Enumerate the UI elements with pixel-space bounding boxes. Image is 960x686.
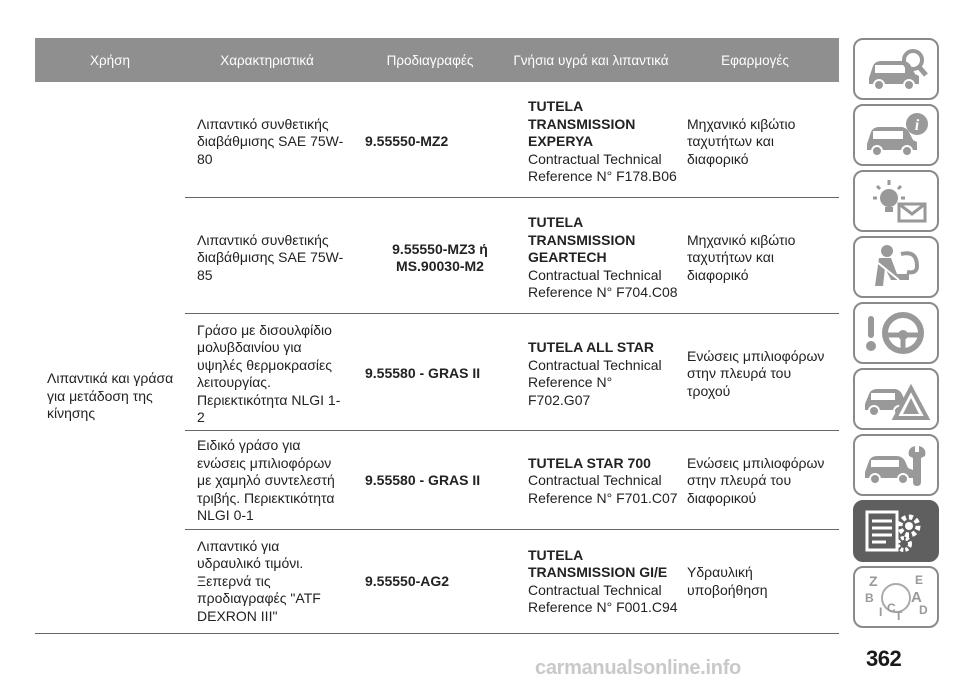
fluid-name: TUTELA TRANSMISSION GI/E [528,546,668,581]
spec-cell: 9.55580 - GRAS II [365,472,481,489]
header-applications: Εφαρμογές [721,52,789,68]
watermark: carmanualsonline.info [535,657,741,679]
tab-safety[interactable] [853,236,939,298]
car-emergency-icon [865,383,931,420]
fluid-reference: Contractual Technical Reference N° F001.… [528,581,678,616]
row-divider [185,197,839,198]
header-characteristics: Χαρακτηριστικά [220,52,314,68]
car-maintenance-icon [865,446,926,486]
steering-wheel-emergency-icon [866,312,924,354]
spec-cell: 9.55550-AG2 [365,572,450,589]
fluid-cell: TUTELA TRANSMISSION GI/E Contractual Tech… [528,533,678,630]
usage-cell: Λιπαντικά και γράσα για μετάδοση της κίν… [47,370,174,421]
table-row: Ειδικό γράσο για ενώσεις μπιλιοφόρων με … [185,431,839,530]
technical-data-icon [865,510,921,552]
product-cell: Λιπαντικό συνθετικής διαβάθμισης SAE 75W… [197,115,344,167]
fluid-cell: TUTELA ALL STAR Contractual Technical Ref… [528,320,678,428]
index-letter: C [887,601,896,615]
index-letter: D [919,603,928,617]
table-row: Γράσο με δισουλφίδιο μολυβδαινίου για υψ… [185,314,839,431]
spec-cell: 9.55580 - GRAS II [365,365,481,382]
table-row: Λιπαντικό συνθετικής διαβάθμισης SAE 75W… [185,82,839,198]
specifications-table: Χρήση Χαρακτηριστικά Προδιαγραφές Γνήσια… [35,38,839,634]
fluid-reference: Contractual Technical Reference N° F178.… [528,150,677,185]
fluid-reference: Contractual Technical Reference N° F702.… [528,356,662,408]
row-divider [185,313,839,314]
application-cell: Ενώσεις μπιλιοφόρων στην πλευρά του τροχ… [687,347,825,399]
tab-knowing-your-car[interactable] [853,38,939,100]
tab-warning-lights[interactable] [853,170,939,232]
tab-servicing-care[interactable] [853,434,939,496]
tab-vehicle-info[interactable]: i [853,104,939,166]
application-cell: Μηχανικό κιβώτιο ταχυτήτων και διαφορικό [687,115,796,167]
product-cell: Ειδικό γράσο για ενώσεις μπιλιοφόρων με … [197,437,335,524]
application-cell: Ενώσεις μπιλιοφόρων στην πλευρά του διαφ… [687,454,825,506]
spec-cell: 9.55550-MZ2 [365,133,449,150]
warning-lights-message-icon [873,180,927,223]
fluid-name: TUTELA TRANSMISSION GEARTECH [528,214,636,266]
alphabetical-index-icon: Z E B A I C T D [865,573,928,622]
page-number: 362 [866,646,902,671]
header-genuine-fluids: Γνήσια υγρά και λιπαντικά [513,52,669,68]
fluid-reference: Contractual Technical Reference N° F704.… [528,266,678,301]
tab-starting-driving[interactable] [853,302,939,364]
header-usage: Χρήση [89,52,131,68]
fluid-reference: Contractual Technical Reference N° F701.… [528,472,678,506]
table-body: Λιπαντικά και γράσα για μετάδοση της κίν… [35,82,839,634]
application-cell: Μηχανικό κιβώτιο ταχυτήτων και διαφορικό [687,231,796,283]
tab-index[interactable]: Z E B A I C T D [853,566,939,628]
header-specifications: Προδιαγραφές [386,52,474,68]
table-bottom-rule [35,633,839,634]
product-cell: Λιπαντικό συνθετικής διαβάθμισης SAE 75W… [197,231,344,283]
index-letter: Z [869,573,878,589]
fluid-name: TUTELA TRANSMISSION EXPERYA [528,98,636,150]
index-letter: A [911,589,922,606]
seat-airbag-icon [875,245,920,286]
tab-technical-data[interactable] [853,500,939,562]
table-header: Χρήση Χαρακτηριστικά Προδιαγραφές Γνήσια… [35,38,839,82]
row-divider [185,529,839,530]
table-row: Λιπαντικό συνθετικής διαβάθμισης SAE 75W… [185,198,839,314]
index-letter: I [879,605,882,619]
svg-text:i: i [915,117,920,134]
car-search-icon [869,49,928,91]
car-info-icon: i [867,113,928,157]
fluid-cell: TUTELA TRANSMISSION GEARTECH Contractual … [528,206,678,310]
fluid-name: TUTELA STAR 700 [528,454,651,471]
spec-cell: 9.55550-MZ3 ή MS.90030-M2 [392,240,488,275]
fluid-cell: TUTELA STAR 700 Contractual Technical Ref… [528,434,678,528]
index-letter: E [915,573,923,587]
tab-in-an-emergency[interactable] [853,368,939,430]
fluid-name: TUTELA ALL STAR [528,339,654,355]
row-divider [185,430,839,431]
index-letter: B [865,591,874,605]
index-letter: T [895,609,903,622]
table-row: Λιπαντικό για υδραυλικό τιμόνι. Ξεπερνά … [185,530,839,633]
fluid-cell: TUTELA TRANSMISSION EXPERYA Contractual T… [528,90,678,194]
product-cell: Γράσο με δισουλφίδιο μολυβδαινίου για υψ… [197,321,341,426]
application-cell: Υδραυλική υποβοήθηση [687,564,768,598]
product-cell: Λιπαντικό για υδραυλικό τιμόνι. Ξεπερνά … [197,537,321,624]
